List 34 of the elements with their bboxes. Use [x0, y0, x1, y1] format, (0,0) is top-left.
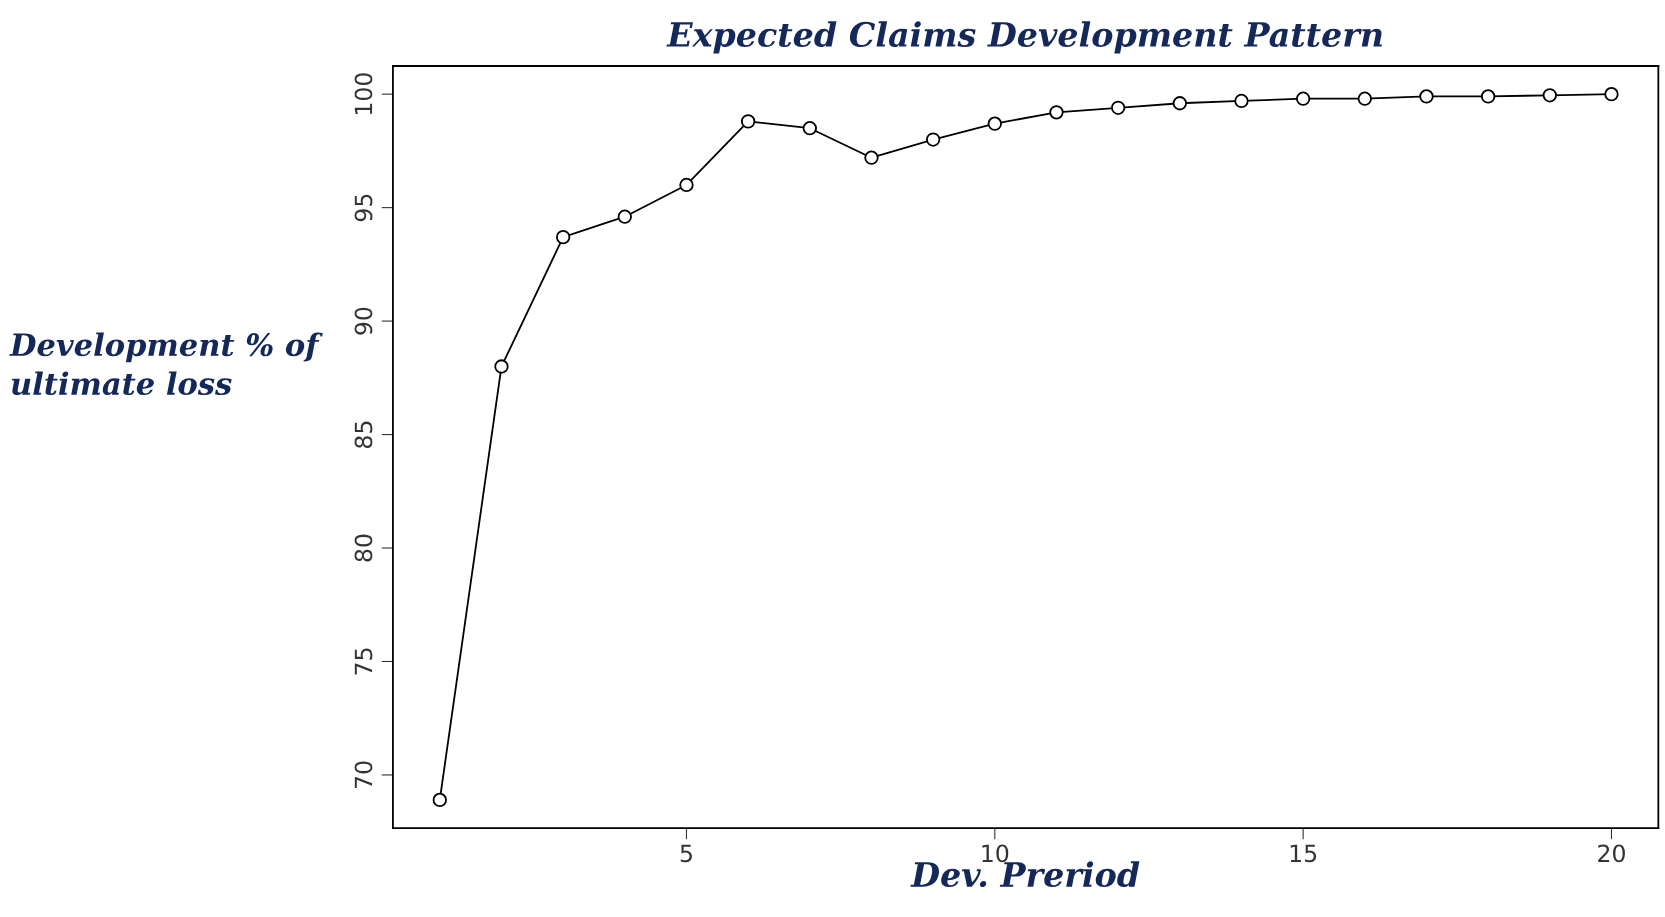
y-tick-label: 90 — [354, 307, 373, 335]
point — [1295, 91, 1311, 106]
y-axis-title: Development % of ultimate loss — [9, 332, 323, 396]
point — [494, 359, 509, 374]
point — [1172, 96, 1187, 111]
point — [987, 116, 1002, 131]
x-tick-label: 5 — [680, 844, 692, 863]
point — [1357, 91, 1372, 106]
x-axis-title: Dev. Preriod — [910, 861, 1140, 888]
point — [1480, 89, 1496, 104]
point — [925, 132, 941, 147]
point — [740, 114, 756, 129]
point — [617, 209, 632, 224]
point — [432, 792, 447, 808]
y-tick-label: 85 — [354, 421, 373, 448]
point — [555, 229, 571, 245]
point — [1110, 100, 1126, 115]
point — [802, 121, 817, 136]
point — [1542, 88, 1557, 103]
y-tick-label: 70 — [354, 761, 373, 789]
point — [1049, 105, 1064, 120]
x-tick-label: 10 — [982, 844, 1009, 863]
y-tick-label: 95 — [354, 194, 373, 222]
point — [679, 177, 694, 193]
y-tick-label: 80 — [354, 534, 373, 562]
y-tick-label: 100 — [354, 73, 373, 115]
y-tick-label: 75 — [354, 648, 373, 675]
x-tick-label: 15 — [1290, 844, 1317, 863]
point — [1604, 87, 1619, 102]
x-tick-label: 20 — [1598, 844, 1625, 863]
point — [1234, 93, 1249, 109]
chart-title: Expected Claims Development Pattern — [666, 21, 1382, 54]
point — [1419, 89, 1434, 104]
point — [864, 150, 879, 165]
